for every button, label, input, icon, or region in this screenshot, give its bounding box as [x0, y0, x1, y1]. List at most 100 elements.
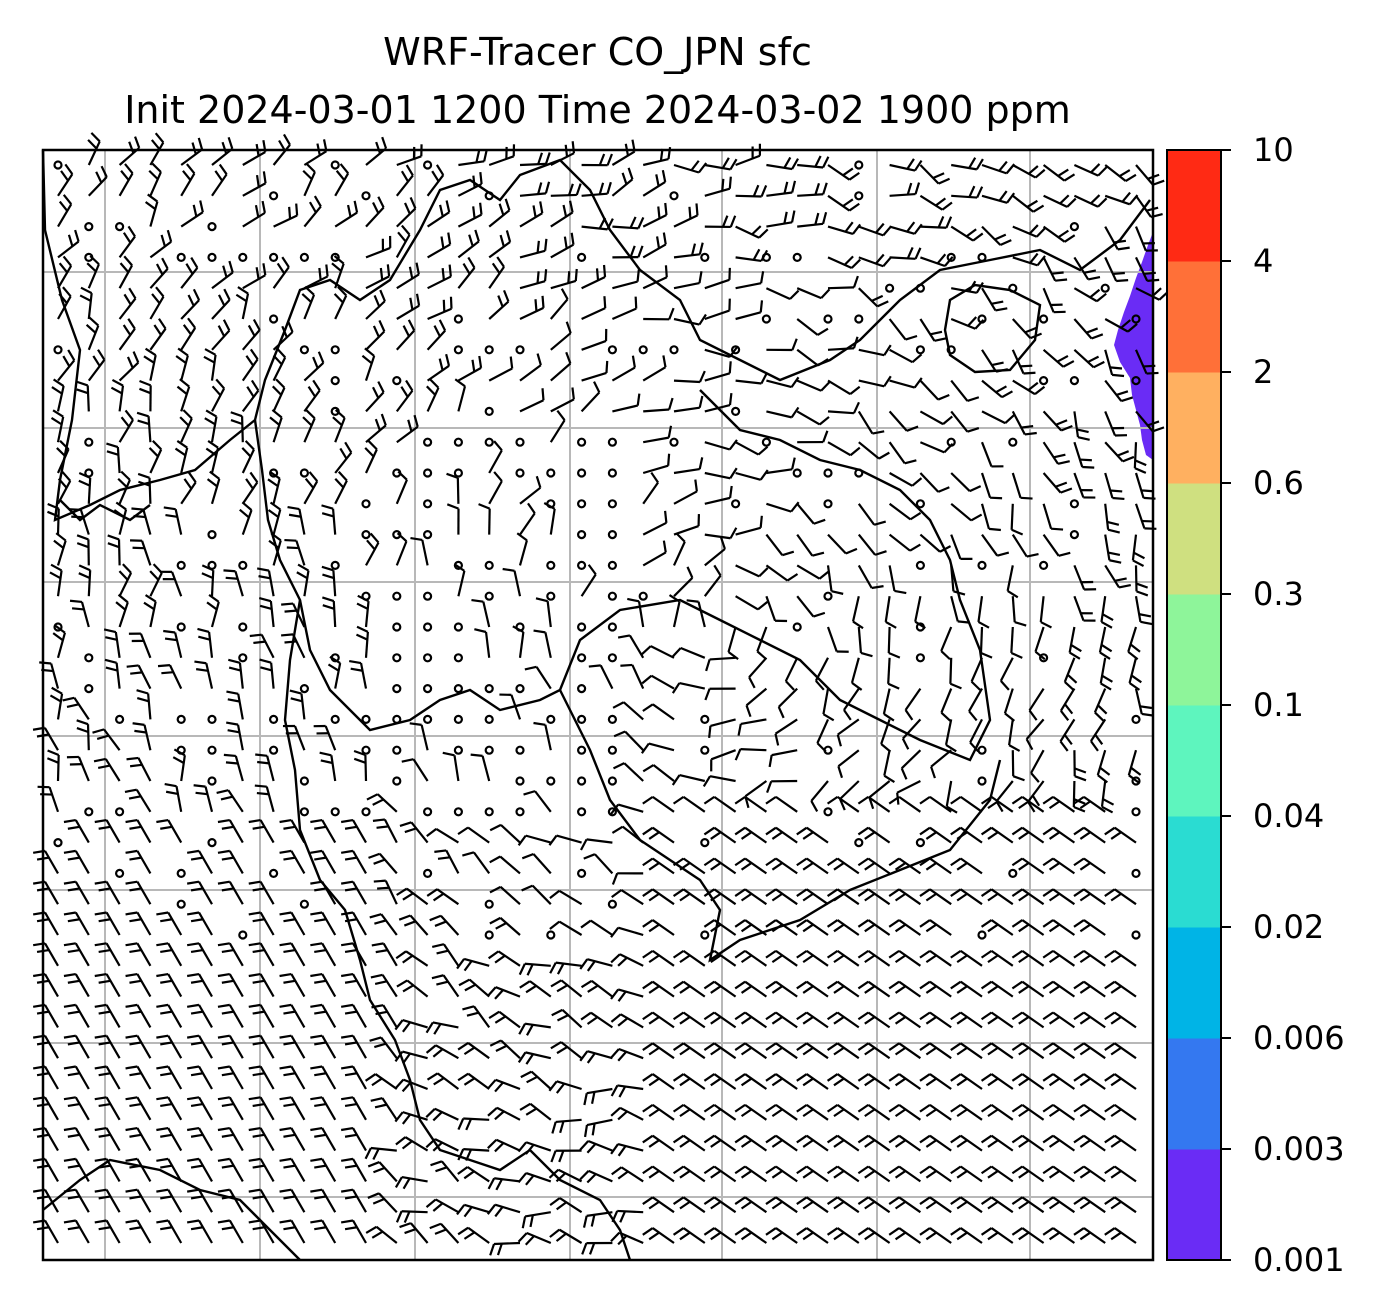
wind-barb: [1073, 1165, 1106, 1183]
wind-barb: [394, 1050, 428, 1064]
wind-barb: [281, 602, 306, 628]
wind-barb: [920, 215, 953, 229]
wind-barb: [826, 1042, 860, 1060]
wind-barb: [395, 1136, 429, 1152]
wind-barb: [1104, 1165, 1137, 1183]
wind-barb: [248, 880, 275, 905]
wind-barb: [519, 295, 545, 320]
wind-barb: [643, 307, 675, 321]
wind-barb: [857, 626, 873, 658]
wind-barb: [611, 872, 644, 885]
calm-wind-circle: [576, 807, 587, 817]
wind-barb: [980, 1165, 1014, 1183]
wind-barb: [919, 1134, 952, 1152]
wind-barb: [340, 849, 367, 874]
wind-barb: [281, 633, 306, 659]
calm-wind-circle: [607, 622, 618, 632]
calm-wind-circle: [176, 252, 186, 262]
wind-barb: [768, 749, 798, 768]
calm-wind-circle: [392, 622, 402, 632]
calm-wind-circle: [1038, 314, 1049, 324]
wind-barb: [489, 1039, 521, 1060]
colorbar: [1166, 149, 1231, 1261]
calm-wind-circle: [84, 222, 94, 232]
wind-barb: [702, 775, 736, 788]
wind-barb: [118, 563, 133, 597]
wind-barb: [426, 353, 451, 382]
wind-barb: [827, 336, 859, 351]
wind-barb: [429, 914, 460, 936]
wind-barb: [248, 1065, 275, 1090]
wind-barb: [502, 567, 522, 597]
colorbar-segment: [1167, 1038, 1221, 1150]
wind-barb: [462, 851, 491, 875]
calm-wind-circle: [730, 345, 741, 355]
wind-barb: [919, 1165, 952, 1183]
calm-wind-circle: [977, 560, 987, 571]
wind-barb: [242, 263, 267, 290]
wind-barb: [703, 1042, 737, 1060]
wind-barb: [1133, 442, 1147, 474]
wind-barb: [1042, 1134, 1076, 1152]
wind-barb: [488, 256, 505, 289]
wind-barb: [426, 827, 459, 844]
colorbar-tick-label: 0.1: [1253, 686, 1304, 724]
wind-barb: [1104, 441, 1135, 463]
wind-barb: [235, 286, 250, 320]
calm-wind-circle: [576, 653, 587, 663]
wind-barb: [1104, 949, 1137, 967]
wind-barb: [610, 1084, 644, 1098]
wind-barb: [671, 774, 706, 786]
wind-barb: [857, 533, 887, 556]
wind-barb: [186, 942, 213, 967]
wind-barb: [125, 1034, 152, 1059]
wind-barb: [766, 457, 796, 475]
wind-barb: [186, 1157, 213, 1182]
wind-barb: [734, 1042, 768, 1060]
calm-wind-circle: [176, 868, 186, 879]
wind-barb: [919, 919, 952, 936]
wind-barb: [748, 657, 768, 689]
wind-barb: [672, 1103, 706, 1121]
calm-wind-circle: [576, 868, 587, 879]
colorbar-segment: [1167, 1149, 1221, 1261]
wind-barb: [149, 286, 165, 320]
wind-barb: [1104, 980, 1137, 998]
calm-wind-circle: [515, 745, 525, 755]
calm-wind-circle: [392, 714, 402, 725]
wind-barb: [950, 1165, 983, 1183]
wind-barb: [583, 1118, 613, 1138]
wind-barb: [373, 879, 398, 905]
wind-barb: [242, 171, 267, 197]
wind-barb: [735, 372, 768, 385]
wind-barb: [395, 379, 414, 413]
wind-barb: [837, 749, 860, 779]
colorbar-tick-label: 2: [1253, 353, 1274, 391]
calm-wind-circle: [238, 653, 248, 663]
wind-barb: [579, 1050, 613, 1064]
wind-barb: [579, 958, 613, 972]
calm-wind-circle: [607, 714, 618, 725]
wind-barb: [519, 152, 551, 167]
wind-barb: [1073, 348, 1105, 369]
wind-barb: [826, 1011, 860, 1029]
wind-barb: [365, 532, 380, 566]
calm-wind-circle: [977, 745, 987, 755]
wind-barb: [642, 1134, 675, 1152]
calm-wind-circle: [915, 837, 926, 848]
calm-wind-circle: [53, 345, 63, 355]
wind-barb: [186, 1219, 213, 1244]
wind-barb: [673, 313, 707, 326]
wind-barb: [610, 953, 644, 967]
calm-wind-circle: [915, 345, 926, 355]
wind-barb: [319, 751, 337, 782]
calm-wind-circle: [546, 468, 556, 478]
wind-barb: [612, 393, 641, 413]
wind-barb: [668, 594, 681, 628]
wind-barb: [489, 885, 521, 906]
wind-barb: [94, 1034, 121, 1059]
wind-barb: [1104, 349, 1125, 378]
wind-barb: [395, 950, 429, 967]
wind-barb: [279, 849, 306, 874]
wind-barb: [1073, 750, 1087, 782]
